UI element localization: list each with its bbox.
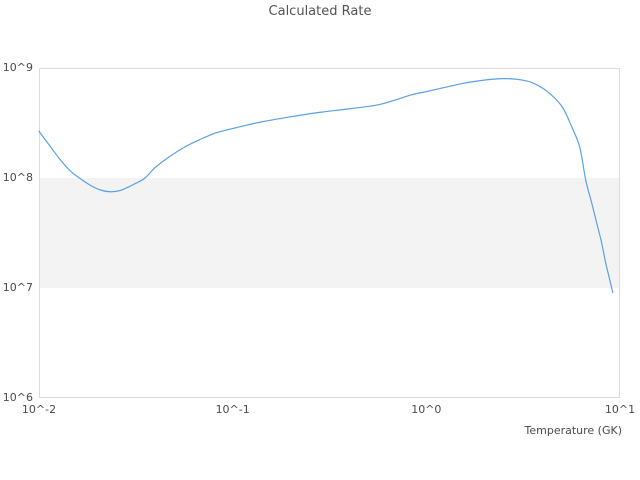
x-tick-label: 10^1: [604, 403, 636, 416]
y-tick-label: 10^7: [2, 281, 33, 294]
plot-border: [39, 68, 620, 398]
highlight-band: [39, 178, 620, 288]
x-tick-label: 10^-1: [215, 403, 250, 416]
x-axis-title: Temperature (GK): [524, 424, 623, 437]
y-tick-label: 10^6: [2, 391, 33, 404]
x-tick-label: 10^0: [411, 403, 442, 416]
x-tick-label: 10^-2: [21, 403, 57, 416]
y-tick-label: 10^8: [2, 171, 33, 184]
y-tick-label: 10^9: [2, 61, 33, 74]
chart-title: Calculated Rate: [268, 4, 372, 19]
rate-curve: [38, 77, 614, 294]
